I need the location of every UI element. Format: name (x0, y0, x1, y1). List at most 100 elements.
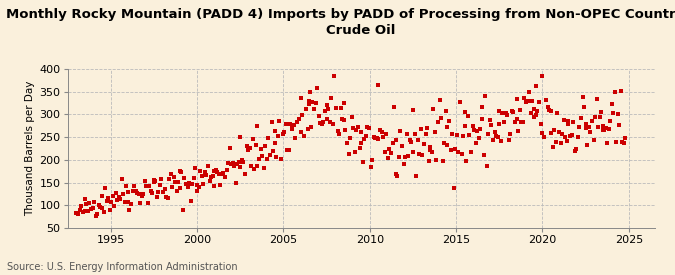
Point (87, 206, 98, 210)
Point (295, 96, 306, 100)
Point (340, 128, 351, 132)
Point (287, 127, 298, 131)
Point (394, 155, 404, 159)
Point (362, 125, 373, 130)
Point (381, 132, 392, 136)
Point (436, 116, 447, 120)
Point (580, 126, 591, 131)
Point (288, 123, 299, 127)
Point (511, 97, 522, 101)
Point (544, 108, 555, 112)
Point (162, 196, 173, 200)
Point (537, 130, 548, 135)
Point (168, 175, 179, 179)
Point (260, 144, 271, 148)
Point (466, 149, 477, 154)
Point (170, 180, 181, 185)
Point (218, 171, 229, 175)
Point (144, 184, 155, 188)
Point (221, 168, 232, 172)
Point (209, 168, 220, 173)
Point (135, 201, 146, 205)
Point (317, 122, 327, 126)
Point (585, 130, 596, 134)
Point (130, 188, 141, 193)
Point (614, 123, 625, 128)
Point (192, 183, 202, 187)
Point (422, 126, 433, 130)
Point (259, 166, 269, 170)
Point (235, 135, 246, 140)
Point (417, 153, 428, 158)
Point (215, 183, 226, 187)
Point (577, 95, 588, 99)
Point (384, 147, 395, 152)
Point (510, 120, 520, 125)
Point (408, 150, 418, 154)
Point (506, 109, 517, 113)
Point (373, 82, 384, 87)
Point (124, 208, 135, 212)
Point (511, 117, 522, 121)
Point (514, 108, 525, 112)
Point (455, 99, 466, 104)
Point (173, 180, 184, 184)
Point (269, 141, 280, 146)
Point (244, 146, 255, 150)
Point (491, 134, 502, 138)
Point (487, 138, 498, 142)
Point (196, 174, 207, 178)
Point (352, 125, 363, 130)
Point (460, 110, 470, 114)
Point (193, 185, 204, 189)
Point (371, 136, 382, 140)
Point (470, 141, 481, 145)
Point (583, 125, 594, 130)
Point (420, 132, 431, 136)
Point (473, 136, 484, 140)
Point (365, 165, 376, 169)
Point (390, 138, 401, 142)
Point (290, 136, 301, 140)
Point (123, 190, 134, 194)
Point (207, 174, 218, 178)
Point (306, 125, 317, 130)
Point (184, 180, 194, 185)
Point (308, 107, 319, 111)
Point (571, 147, 582, 152)
Point (268, 148, 279, 153)
Point (447, 132, 458, 136)
Point (86, 207, 97, 211)
Point (527, 99, 538, 103)
Point (350, 150, 360, 154)
Point (232, 162, 242, 166)
Point (532, 109, 543, 113)
Point (392, 174, 403, 178)
Point (266, 120, 277, 124)
Point (433, 119, 443, 124)
Point (468, 128, 479, 132)
Point (404, 138, 415, 142)
Point (280, 122, 291, 126)
Point (182, 185, 193, 189)
Point (442, 125, 453, 129)
Point (401, 132, 412, 136)
Point (230, 181, 241, 186)
Point (212, 170, 223, 174)
Point (241, 144, 252, 149)
Point (132, 190, 142, 195)
Point (529, 115, 539, 120)
Point (161, 195, 171, 200)
Point (369, 135, 379, 140)
Point (356, 130, 367, 134)
Point (321, 117, 332, 121)
Point (238, 160, 249, 164)
Point (151, 194, 162, 199)
Point (601, 126, 612, 130)
Point (597, 124, 608, 129)
Point (323, 107, 333, 112)
Point (500, 111, 511, 115)
Point (480, 94, 491, 98)
Point (460, 123, 470, 128)
Point (94, 202, 105, 207)
